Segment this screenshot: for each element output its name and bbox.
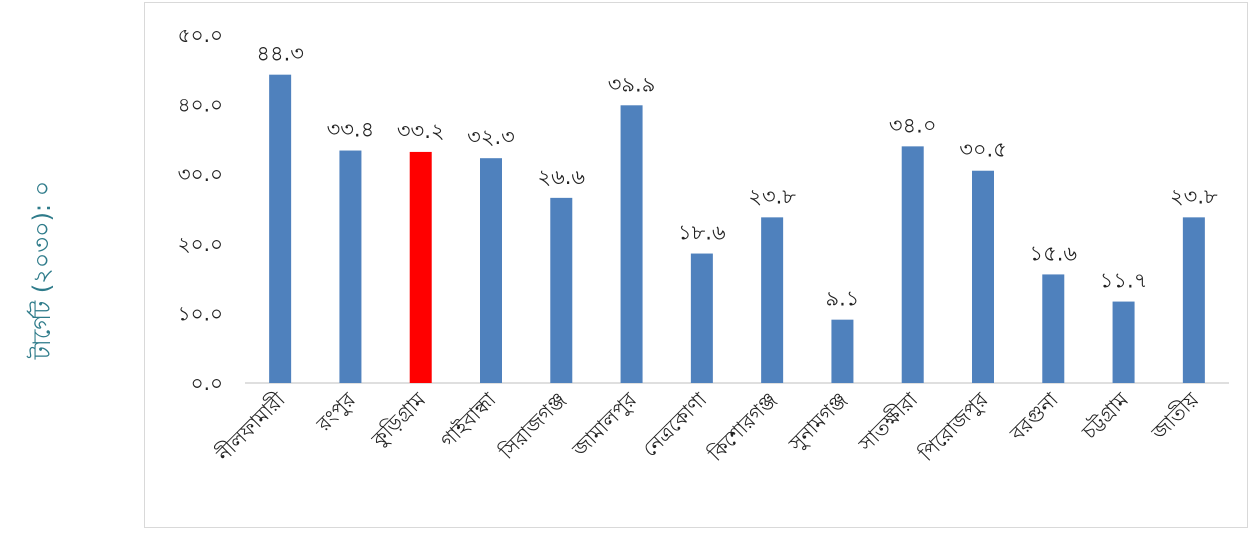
bar	[409, 151, 432, 383]
bar-chart: ০.০ ১০.০ ২০.০ ৩০.০ ৪০.০ ৫০.০ ৪৪.৩ ৩৩.৪ ৩৩.২ ৩২.৩…	[178, 23, 1229, 467]
bar-value-label: ৩২.৩	[467, 125, 515, 149]
bar	[480, 158, 502, 383]
category-label: রংপুর	[311, 387, 361, 437]
bar	[761, 217, 784, 383]
bar	[972, 170, 994, 383]
y-tick-label: ২০.০	[178, 232, 223, 256]
y-tick-label: ৪০.০	[178, 93, 223, 117]
bar-value-label: ৩৪.০	[889, 113, 937, 137]
category-label: গাইবান্ধা	[436, 387, 502, 453]
bar	[831, 319, 854, 383]
bar	[269, 74, 292, 383]
bar	[1112, 301, 1135, 383]
category-label: জাতীয়	[1146, 387, 1204, 445]
bar-value-label: ৩০.৫	[959, 138, 1007, 162]
bar	[620, 105, 643, 384]
category-label: কিশোরগঞ্জ	[703, 388, 782, 467]
category-label: বরগুনা	[1004, 387, 1063, 446]
bar-value-label: ২৩.৮	[748, 184, 796, 208]
category-label: সুনামগঞ্জ	[783, 388, 852, 457]
bar	[901, 146, 924, 383]
y-tick-label: ০.০	[191, 371, 223, 395]
category-label: নীলফামারী	[211, 387, 290, 466]
bar-value-label: ১৫.৬	[1029, 241, 1077, 265]
bar	[339, 150, 362, 383]
bar	[690, 253, 713, 383]
bar-value-label: ১১.৭	[1100, 269, 1148, 293]
y-tick-label: ৫০.০	[178, 23, 223, 47]
bar-value-label: ৩৩.৪	[327, 118, 375, 142]
bar	[1042, 274, 1065, 383]
y-tick-label: ১০.০	[178, 301, 223, 325]
category-label: সিরাজগঞ্জ	[494, 388, 571, 465]
category-label: পিরোজপুর	[914, 387, 994, 467]
y-tick-label: ৩০.০	[178, 162, 223, 186]
category-label: চট্টগ্রাম	[1076, 387, 1133, 444]
bar-value-label: ৩৩.২	[397, 119, 445, 143]
category-label: কুড়িগ্রাম	[366, 387, 431, 452]
bar-value-label: ২৬.৬	[537, 165, 585, 189]
category-label: জামালপুর	[567, 387, 642, 462]
chart-area: ০.০ ১০.০ ২০.০ ৩০.০ ৪০.০ ৫০.০ ৪৪.৩ ৩৩.৪ ৩৩.২ ৩২.৩…	[144, 2, 1248, 528]
bar-value-label: ১৮.৬	[678, 221, 726, 245]
target-side-label: টার্গেট (২০৩০): ০	[28, 180, 56, 360]
bar-value-label: ৯.১	[825, 287, 859, 311]
bar-value-label: ৩৯.৯	[608, 72, 656, 96]
bar-value-label: ২৩.৮	[1170, 184, 1218, 208]
bar	[550, 197, 573, 383]
bar	[1182, 217, 1205, 383]
category-label: সাতক্ষীরা	[853, 387, 923, 457]
category-label: নেত্রকোণা	[638, 387, 713, 462]
bar-value-label: ৪৪.৩	[256, 42, 304, 66]
